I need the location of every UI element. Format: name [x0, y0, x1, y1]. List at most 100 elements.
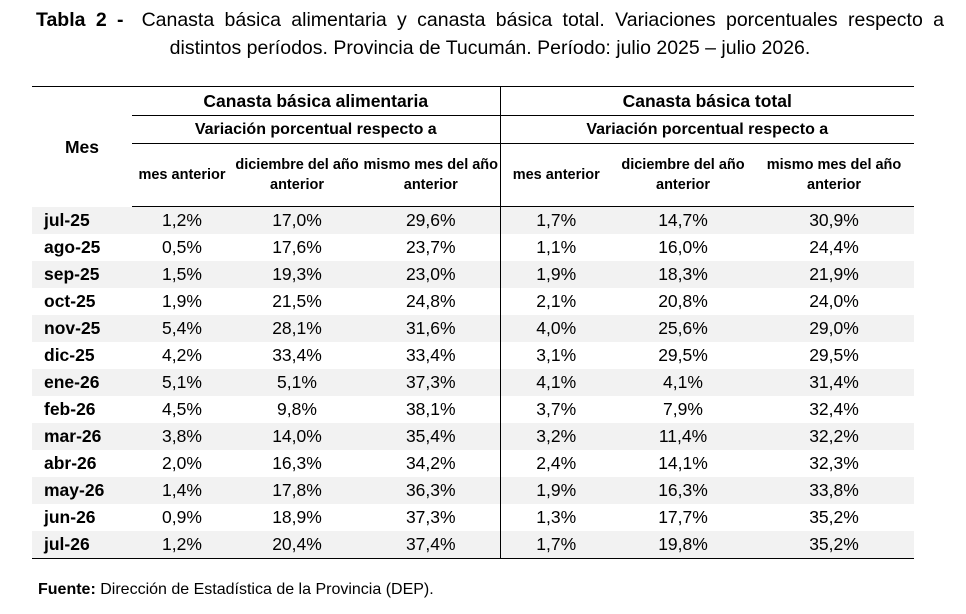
- value-cell: 2,1%: [499, 288, 612, 315]
- value-cell: 4,0%: [499, 315, 612, 342]
- table-row: nov-25 5,4% 28,1% 31,6% 4,0% 25,6% 29,0%: [32, 315, 914, 342]
- table-row: dic-25 4,2% 33,4% 33,4% 3,1% 29,5% 29,5%: [32, 342, 914, 369]
- value-cell: 7,9%: [663, 399, 703, 419]
- subheader-cbt: Variación porcentual respecto a: [499, 115, 914, 144]
- group-header-cbt: Canasta básica total: [499, 86, 914, 116]
- value-cell: 37,3%: [405, 507, 456, 527]
- data-table: Mes Canasta básica alimentaria Canasta b…: [32, 86, 914, 559]
- value-cell: 2,4%: [499, 450, 612, 477]
- value-cell: 9,8%: [277, 399, 317, 419]
- month-cell: ago-25: [44, 237, 101, 257]
- table-row: abr-26 2,0% 16,3% 34,2% 2,4% 14,1% 32,3%: [32, 450, 914, 477]
- month-cell: abr-26: [44, 453, 97, 473]
- month-cell: mar-26: [32, 423, 132, 450]
- value-cell: 28,1%: [232, 315, 362, 342]
- value-cell: 38,1%: [405, 399, 456, 419]
- table-row: oct-25 1,9% 21,5% 24,8% 2,1% 20,8% 24,0%: [32, 288, 914, 315]
- column-header: mes anterior: [132, 143, 232, 207]
- value-cell: 30,9%: [754, 206, 914, 234]
- value-cell: 33,4%: [405, 345, 456, 365]
- source-label: Fuente:: [38, 581, 96, 598]
- value-cell: 0,9%: [162, 507, 202, 527]
- value-cell: 24,8%: [405, 291, 456, 311]
- month-cell: jul-26: [32, 531, 132, 559]
- value-cell: 37,4%: [362, 531, 500, 559]
- value-cell: 20,8%: [658, 291, 708, 311]
- value-cell: 23,0%: [362, 261, 500, 288]
- table-row: jun-26 0,9% 18,9% 37,3% 1,3% 17,7% 35,2%: [32, 504, 914, 531]
- value-cell: 4,5%: [162, 399, 202, 419]
- value-cell: 21,5%: [272, 291, 322, 311]
- group-header-cba: Canasta básica alimentaria: [132, 86, 500, 116]
- value-cell: 17,8%: [232, 477, 362, 504]
- month-cell: jun-26: [44, 507, 96, 527]
- month-cell: dic-25: [44, 345, 95, 365]
- value-cell: 11,4%: [612, 423, 754, 450]
- value-cell: 19,3%: [232, 261, 362, 288]
- row-header: Mes: [32, 86, 132, 207]
- table-row: sep-25 1,5% 19,3% 23,0% 1,9% 18,3% 21,9%: [32, 261, 914, 288]
- value-cell: 16,0%: [658, 237, 708, 257]
- column-header: diciembre del año anterior: [232, 143, 362, 207]
- value-cell: 34,2%: [405, 453, 456, 473]
- value-cell: 1,9%: [162, 291, 202, 311]
- value-cell: 2,0%: [162, 453, 202, 473]
- table-header: Mes Canasta básica alimentaria Canasta b…: [32, 86, 914, 207]
- value-cell: 4,2%: [162, 345, 202, 365]
- table-row: feb-26 4,5% 9,8% 38,1% 3,7% 7,9% 32,4%: [32, 396, 914, 423]
- value-cell: 35,2%: [809, 507, 859, 527]
- value-cell: 33,4%: [272, 345, 322, 365]
- month-cell: feb-26: [44, 399, 96, 419]
- value-cell: 14,1%: [658, 453, 708, 473]
- value-cell: 1,1%: [499, 234, 612, 261]
- table-row: may-26 1,4% 17,8% 36,3% 1,9% 16,3% 33,8%: [32, 477, 914, 504]
- value-cell: 36,3%: [362, 477, 500, 504]
- value-cell: 17,0%: [232, 206, 362, 234]
- value-cell: 0,5%: [162, 237, 202, 257]
- value-cell: 4,1%: [499, 369, 612, 396]
- value-cell: 23,7%: [405, 237, 456, 257]
- value-cell: 29,5%: [658, 345, 708, 365]
- caption-text: Canasta básica alimentaria y canasta bás…: [141, 9, 944, 59]
- value-cell: 18,9%: [272, 507, 322, 527]
- value-cell: 29,6%: [362, 206, 500, 234]
- value-cell: 1,2%: [132, 206, 232, 234]
- value-cell: 35,2%: [754, 531, 914, 559]
- caption-label: Tabla 2 -: [36, 9, 124, 31]
- source-text: Dirección de Estadística de la Provincia…: [100, 581, 434, 598]
- value-cell: 32,4%: [809, 399, 859, 419]
- value-cell: 1,3%: [499, 504, 612, 531]
- value-cell: 24,0%: [809, 291, 859, 311]
- value-cell: 4,1%: [612, 369, 754, 396]
- value-cell: 1,2%: [132, 531, 232, 559]
- table-row: jul-25 1,2% 17,0% 29,6% 1,7% 14,7% 30,9%: [32, 206, 914, 234]
- value-cell: 19,8%: [612, 531, 754, 559]
- value-cell: 5,1%: [132, 369, 232, 396]
- table-body: jul-25 1,2% 17,0% 29,6% 1,7% 14,7% 30,9% ago-25…: [32, 206, 914, 559]
- table-row: ago-25 0,5% 17,6% 23,7% 1,1% 16,0% 24,4%: [32, 234, 914, 261]
- table-row: mar-26 3,8% 14,0% 35,4% 3,2% 11,4% 32,2%: [32, 423, 914, 450]
- month-cell: oct-25: [44, 291, 96, 311]
- value-cell: 1,7%: [499, 206, 612, 234]
- table-row: jul-26 1,2% 20,4% 37,4% 1,7% 19,8% 35,2%: [32, 531, 914, 559]
- value-cell: 17,7%: [658, 507, 708, 527]
- value-cell: 1,4%: [132, 477, 232, 504]
- column-header: mismo mes del año anterior: [362, 143, 500, 207]
- value-cell: 1,9%: [499, 261, 612, 288]
- value-cell: 16,3%: [612, 477, 754, 504]
- month-cell: sep-25: [32, 261, 132, 288]
- value-cell: 14,7%: [612, 206, 754, 234]
- column-header: mismo mes del año anterior: [754, 143, 914, 207]
- value-cell: 16,3%: [272, 453, 322, 473]
- value-cell: 18,3%: [612, 261, 754, 288]
- value-cell: 29,0%: [754, 315, 914, 342]
- value-cell: 20,4%: [232, 531, 362, 559]
- month-cell: may-26: [32, 477, 132, 504]
- value-cell: 1,7%: [499, 531, 612, 559]
- value-cell: 1,5%: [132, 261, 232, 288]
- month-cell: ene-26: [32, 369, 132, 396]
- value-cell: 37,3%: [362, 369, 500, 396]
- column-header: mes anterior: [499, 143, 612, 207]
- column-header: diciembre del año anterior: [612, 143, 754, 207]
- value-cell: 3,8%: [132, 423, 232, 450]
